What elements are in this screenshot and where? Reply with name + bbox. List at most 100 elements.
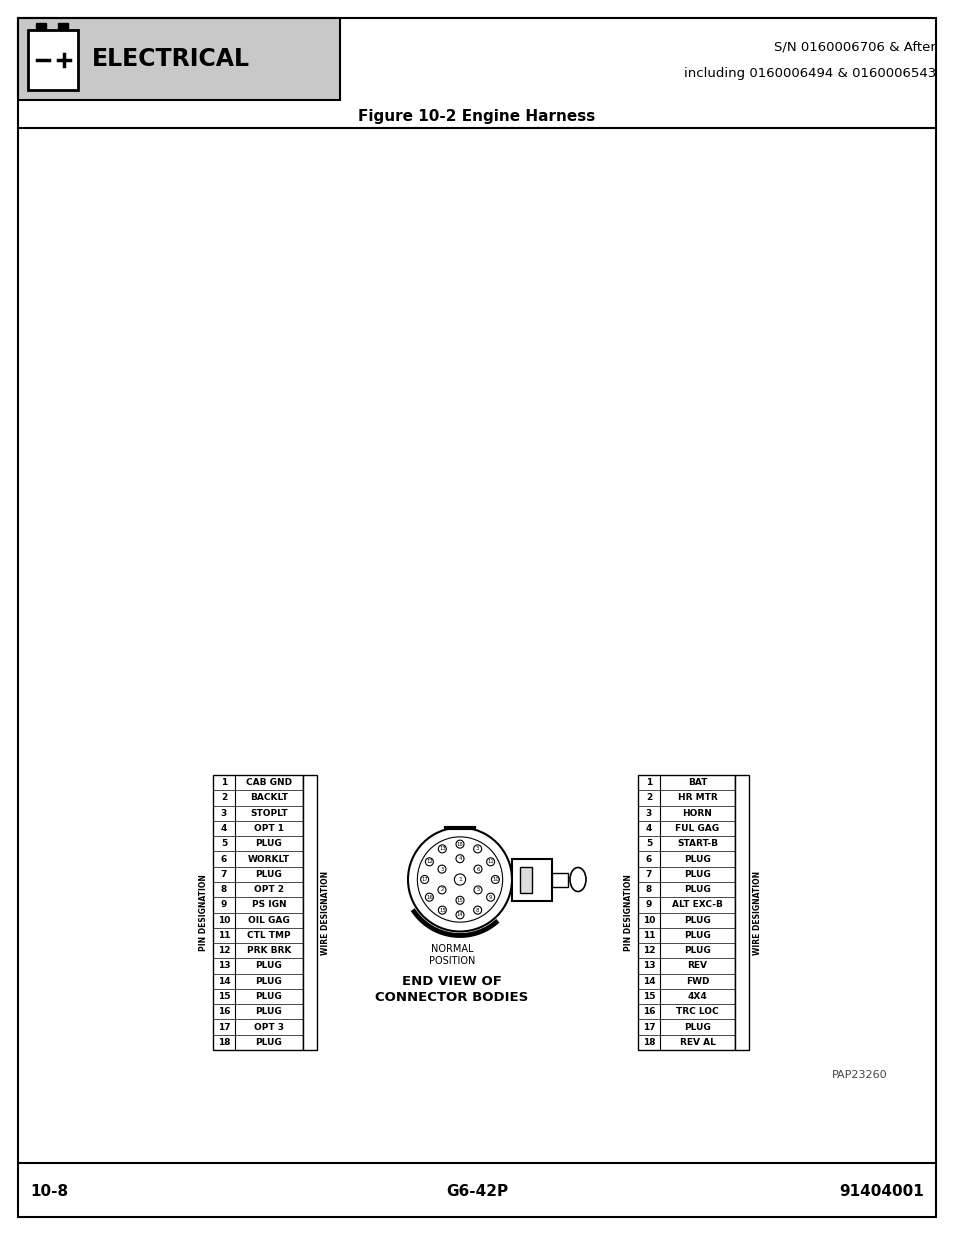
Bar xyxy=(18,19,339,100)
Text: WORKLT: WORKLT xyxy=(248,855,290,863)
Text: 11: 11 xyxy=(487,860,494,864)
Text: TRC LOC: TRC LOC xyxy=(676,1008,718,1016)
Text: ELECTRICAL: ELECTRICAL xyxy=(91,47,250,70)
Text: 15: 15 xyxy=(217,992,230,1002)
Text: OPT 1: OPT 1 xyxy=(253,824,284,832)
Text: 1: 1 xyxy=(221,778,227,787)
Text: 9: 9 xyxy=(645,900,652,909)
Text: START-B: START-B xyxy=(677,840,718,848)
Text: 1: 1 xyxy=(457,877,461,882)
Text: 17: 17 xyxy=(217,1023,230,1031)
Text: STOPLT: STOPLT xyxy=(250,809,288,818)
Text: 10: 10 xyxy=(217,915,230,925)
Text: 4: 4 xyxy=(220,824,227,832)
Bar xyxy=(213,776,303,1050)
Text: END VIEW OF: END VIEW OF xyxy=(401,974,501,988)
Text: PIN DESIGNATION: PIN DESIGNATION xyxy=(199,874,209,951)
Text: 16: 16 xyxy=(217,1008,230,1016)
Text: 15: 15 xyxy=(642,992,655,1002)
Bar xyxy=(512,858,552,900)
Text: 15: 15 xyxy=(438,908,445,913)
Text: 7: 7 xyxy=(645,869,652,879)
Text: PLUG: PLUG xyxy=(683,855,710,863)
Text: BACKLT: BACKLT xyxy=(250,793,288,803)
Bar xyxy=(519,867,532,893)
Text: 10: 10 xyxy=(492,877,498,882)
Text: 6: 6 xyxy=(221,855,227,863)
Text: 4: 4 xyxy=(645,824,652,832)
Text: 14: 14 xyxy=(642,977,655,986)
Text: PLUG: PLUG xyxy=(255,992,282,1002)
Text: 12: 12 xyxy=(217,946,230,955)
Bar xyxy=(552,872,567,887)
Text: PLUG: PLUG xyxy=(255,977,282,986)
Text: PLUG: PLUG xyxy=(255,962,282,971)
Bar xyxy=(58,23,68,30)
Text: 9: 9 xyxy=(489,894,492,899)
Bar xyxy=(18,19,339,100)
Text: OPT 3: OPT 3 xyxy=(253,1023,284,1031)
Text: 12: 12 xyxy=(426,860,433,864)
Text: 4: 4 xyxy=(457,856,461,861)
Text: FUL GAG: FUL GAG xyxy=(675,824,719,832)
Text: 16: 16 xyxy=(426,894,433,899)
Text: Figure 10-2 Engine Harness: Figure 10-2 Engine Harness xyxy=(358,110,595,125)
Text: 2: 2 xyxy=(440,888,443,893)
Text: 14: 14 xyxy=(456,913,463,918)
Text: 10: 10 xyxy=(642,915,655,925)
Text: PLUG: PLUG xyxy=(683,869,710,879)
Text: CAB GND: CAB GND xyxy=(246,778,292,787)
Text: PLUG: PLUG xyxy=(255,1008,282,1016)
Text: REV: REV xyxy=(687,962,707,971)
Text: FWD: FWD xyxy=(685,977,708,986)
Text: CONNECTOR BODIES: CONNECTOR BODIES xyxy=(375,990,528,1004)
Text: WIRE DESIGNATION: WIRE DESIGNATION xyxy=(321,871,330,955)
Text: OIL GAG: OIL GAG xyxy=(248,915,290,925)
Text: NORMAL
POSITION: NORMAL POSITION xyxy=(428,944,475,966)
Text: HR MTR: HR MTR xyxy=(677,793,717,803)
Text: 18: 18 xyxy=(642,1037,655,1047)
Text: 17: 17 xyxy=(642,1023,655,1031)
Text: 18: 18 xyxy=(456,841,463,847)
Text: 11: 11 xyxy=(642,931,655,940)
Text: including 0160006494 & 0160006543: including 0160006494 & 0160006543 xyxy=(683,67,935,80)
Text: 7: 7 xyxy=(220,869,227,879)
Text: 4X4: 4X4 xyxy=(687,992,706,1002)
Text: PIN DESIGNATION: PIN DESIGNATION xyxy=(624,874,633,951)
Text: PLUG: PLUG xyxy=(683,1023,710,1031)
Text: 5: 5 xyxy=(221,840,227,848)
Text: PLUG: PLUG xyxy=(255,840,282,848)
Bar xyxy=(734,776,748,1050)
Text: 6: 6 xyxy=(645,855,652,863)
Text: PS IGN: PS IGN xyxy=(252,900,286,909)
Bar xyxy=(28,30,78,90)
Text: 2: 2 xyxy=(221,793,227,803)
Text: 3: 3 xyxy=(221,809,227,818)
Text: 3: 3 xyxy=(476,846,478,851)
Text: 8: 8 xyxy=(476,908,478,913)
Bar xyxy=(303,776,316,1050)
Text: CTL TMP: CTL TMP xyxy=(247,931,291,940)
Text: 15: 15 xyxy=(456,898,463,903)
Text: PLUG: PLUG xyxy=(683,915,710,925)
Text: 16: 16 xyxy=(642,1008,655,1016)
Text: PAP23260: PAP23260 xyxy=(831,1070,887,1079)
Text: PRK BRK: PRK BRK xyxy=(247,946,291,955)
Text: 9: 9 xyxy=(220,900,227,909)
Text: PLUG: PLUG xyxy=(683,946,710,955)
Text: 8: 8 xyxy=(221,885,227,894)
Text: 1: 1 xyxy=(645,778,652,787)
Text: S/N 0160006706 & After: S/N 0160006706 & After xyxy=(773,41,935,53)
Text: 13: 13 xyxy=(642,962,655,971)
Text: ALT EXC-B: ALT EXC-B xyxy=(671,900,722,909)
Text: OPT 2: OPT 2 xyxy=(253,885,284,894)
Text: 2: 2 xyxy=(645,793,652,803)
Text: PLUG: PLUG xyxy=(255,869,282,879)
Text: PLUG: PLUG xyxy=(683,931,710,940)
Text: REV AL: REV AL xyxy=(679,1037,715,1047)
Text: 6: 6 xyxy=(476,867,479,872)
Text: 14: 14 xyxy=(217,977,230,986)
Text: 3: 3 xyxy=(645,809,652,818)
Text: 8: 8 xyxy=(645,885,652,894)
Text: 3: 3 xyxy=(440,867,443,872)
